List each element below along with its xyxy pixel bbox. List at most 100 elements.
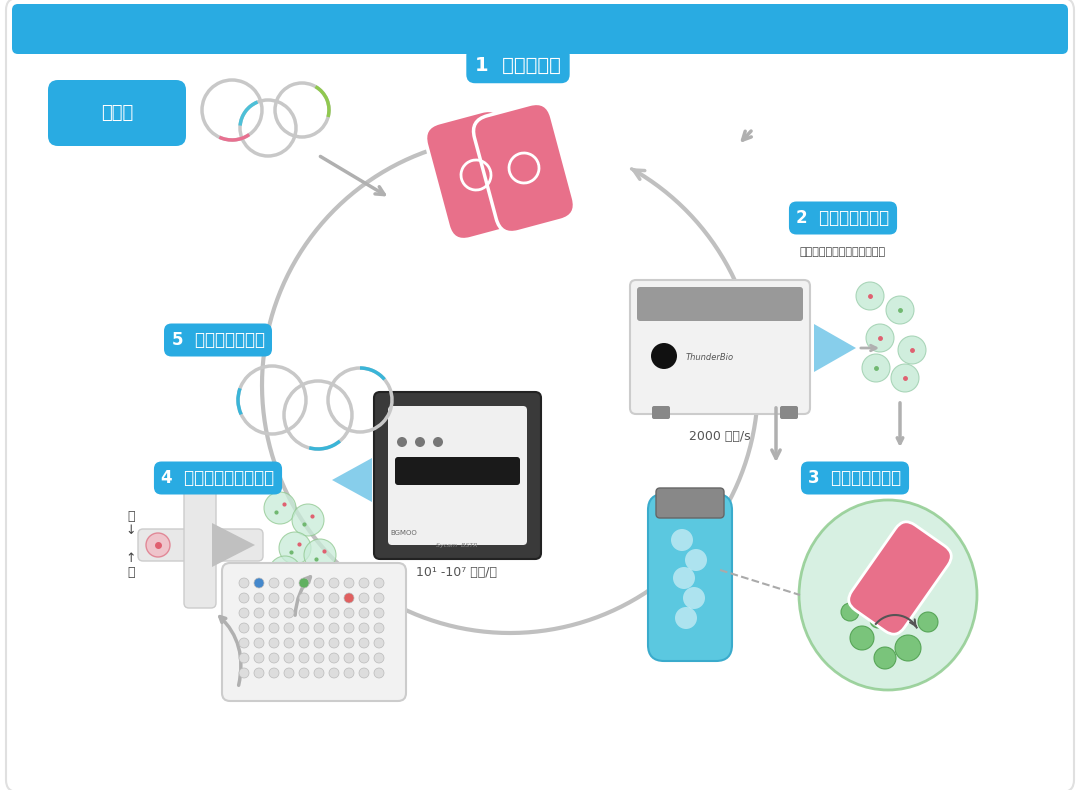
- Circle shape: [329, 578, 339, 588]
- Text: 10¹ -10⁷ 细胞/次: 10¹ -10⁷ 细胞/次: [417, 566, 498, 580]
- Text: ThunderBio: ThunderBio: [686, 353, 734, 363]
- FancyBboxPatch shape: [780, 406, 798, 419]
- Circle shape: [146, 533, 170, 557]
- Circle shape: [329, 623, 339, 633]
- Circle shape: [895, 635, 921, 661]
- Circle shape: [254, 578, 264, 588]
- Circle shape: [269, 623, 279, 633]
- Circle shape: [284, 593, 294, 603]
- FancyBboxPatch shape: [6, 0, 1074, 790]
- Circle shape: [862, 354, 890, 382]
- Circle shape: [359, 578, 369, 588]
- Circle shape: [264, 492, 296, 524]
- Text: BGMOO: BGMOO: [390, 530, 417, 536]
- Circle shape: [345, 608, 354, 618]
- Circle shape: [345, 593, 354, 603]
- Circle shape: [870, 612, 886, 628]
- Circle shape: [239, 653, 249, 663]
- Circle shape: [239, 668, 249, 678]
- Circle shape: [671, 529, 693, 551]
- Circle shape: [874, 647, 896, 669]
- Circle shape: [856, 282, 885, 310]
- Polygon shape: [212, 523, 255, 567]
- Ellipse shape: [799, 500, 977, 690]
- Circle shape: [254, 608, 264, 618]
- Circle shape: [651, 343, 677, 369]
- Circle shape: [239, 638, 249, 648]
- Circle shape: [374, 623, 384, 633]
- Circle shape: [673, 567, 696, 589]
- Text: 2  单细胞液滴制备: 2 单细胞液滴制备: [796, 209, 890, 227]
- Circle shape: [299, 638, 309, 648]
- FancyBboxPatch shape: [849, 521, 951, 634]
- Circle shape: [299, 608, 309, 618]
- Circle shape: [284, 638, 294, 648]
- Text: 4  液滴检测及阳性分选: 4 液滴检测及阳性分选: [161, 469, 274, 487]
- Circle shape: [292, 504, 324, 536]
- Circle shape: [284, 668, 294, 678]
- FancyBboxPatch shape: [395, 457, 519, 485]
- Circle shape: [374, 668, 384, 678]
- FancyBboxPatch shape: [652, 406, 670, 419]
- Circle shape: [433, 437, 443, 447]
- Circle shape: [314, 668, 324, 678]
- Circle shape: [918, 612, 939, 632]
- FancyBboxPatch shape: [656, 488, 724, 518]
- Circle shape: [374, 578, 384, 588]
- Text: 2000 液滴/s: 2000 液滴/s: [689, 430, 751, 442]
- Circle shape: [299, 668, 309, 678]
- Circle shape: [284, 653, 294, 663]
- Circle shape: [329, 653, 339, 663]
- Circle shape: [269, 668, 279, 678]
- Circle shape: [329, 608, 339, 618]
- Circle shape: [891, 364, 919, 392]
- Text: 单细胞与检测荧光试剂共包裹: 单细胞与检测荧光试剂共包裹: [800, 247, 886, 257]
- Circle shape: [269, 653, 279, 663]
- Text: 3  细胞裂解与孵育: 3 细胞裂解与孵育: [809, 469, 902, 487]
- Circle shape: [239, 608, 249, 618]
- Circle shape: [683, 587, 705, 609]
- Circle shape: [345, 623, 354, 633]
- Text: Sycam  BSTR: Sycam BSTR: [436, 543, 477, 547]
- Circle shape: [314, 604, 346, 636]
- Circle shape: [897, 336, 926, 364]
- FancyBboxPatch shape: [138, 529, 264, 561]
- Text: ↓: ↓: [125, 525, 136, 537]
- Circle shape: [284, 594, 316, 626]
- Circle shape: [254, 668, 264, 678]
- FancyBboxPatch shape: [473, 103, 575, 232]
- Circle shape: [254, 653, 264, 663]
- Circle shape: [359, 593, 369, 603]
- Circle shape: [303, 539, 336, 571]
- FancyBboxPatch shape: [648, 494, 732, 661]
- Circle shape: [314, 623, 324, 633]
- FancyBboxPatch shape: [184, 483, 216, 608]
- Circle shape: [299, 578, 309, 588]
- Circle shape: [239, 623, 249, 633]
- FancyBboxPatch shape: [12, 4, 1068, 54]
- Circle shape: [284, 608, 294, 618]
- Text: 5  载体回收与转染: 5 载体回收与转染: [172, 331, 265, 349]
- Circle shape: [415, 437, 426, 447]
- Text: ↑: ↑: [125, 552, 136, 566]
- Circle shape: [299, 653, 309, 663]
- Text: 突变库: 突变库: [100, 104, 133, 122]
- FancyBboxPatch shape: [630, 280, 810, 414]
- Polygon shape: [814, 324, 856, 372]
- Circle shape: [314, 608, 324, 618]
- Circle shape: [345, 668, 354, 678]
- Circle shape: [284, 578, 294, 588]
- Circle shape: [345, 578, 354, 588]
- Circle shape: [675, 607, 697, 629]
- Circle shape: [359, 638, 369, 648]
- Polygon shape: [332, 458, 372, 502]
- Circle shape: [269, 608, 279, 618]
- Circle shape: [269, 638, 279, 648]
- Circle shape: [314, 638, 324, 648]
- Circle shape: [329, 593, 339, 603]
- Circle shape: [294, 566, 326, 598]
- Circle shape: [239, 578, 249, 588]
- Circle shape: [850, 626, 874, 650]
- Circle shape: [269, 593, 279, 603]
- Circle shape: [299, 623, 309, 633]
